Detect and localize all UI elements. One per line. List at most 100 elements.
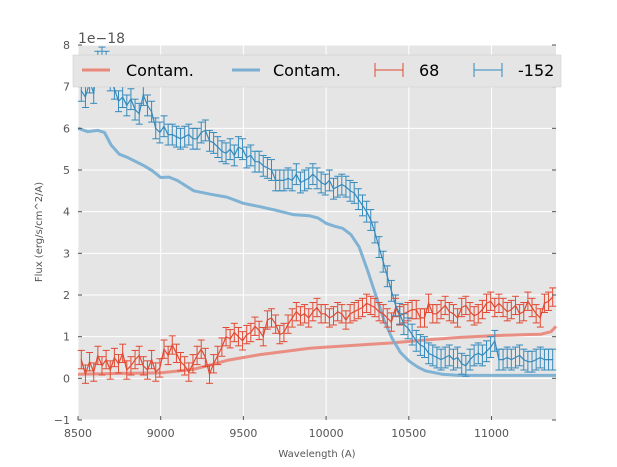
data-point	[287, 323, 289, 325]
data-point	[155, 371, 157, 373]
y-tick-label: 7	[63, 81, 70, 94]
data-point	[254, 161, 256, 163]
data-point	[345, 186, 347, 188]
data-point	[192, 138, 194, 140]
data-point	[179, 138, 182, 140]
data-point	[221, 150, 223, 152]
data-point	[196, 138, 198, 140]
data-point	[436, 313, 438, 315]
data-point	[283, 179, 285, 182]
data-point	[452, 313, 455, 315]
data-point	[394, 304, 397, 307]
data-point	[262, 165, 264, 167]
data-point	[361, 306, 364, 309]
data-point	[303, 313, 306, 315]
data-point	[303, 179, 306, 182]
data-point	[146, 369, 149, 371]
data-point	[477, 313, 479, 315]
data-point	[390, 321, 393, 323]
data-point	[151, 111, 153, 113]
data-point	[519, 313, 521, 315]
data-point	[167, 133, 169, 136]
data-point	[159, 367, 161, 369]
series-layer	[77, 46, 558, 384]
data-point	[138, 354, 140, 357]
data-point	[341, 313, 343, 315]
data-point	[250, 331, 252, 334]
data-point	[539, 356, 541, 359]
data-point	[229, 148, 231, 150]
data-point	[308, 177, 310, 179]
data-point	[519, 354, 521, 357]
data-point	[485, 350, 488, 352]
data-point	[527, 361, 529, 363]
data-point	[84, 373, 87, 375]
data-point	[246, 333, 248, 336]
data-point	[225, 336, 227, 338]
plot-background	[78, 45, 556, 420]
data-point	[415, 308, 417, 311]
data-point	[436, 356, 438, 359]
data-point	[456, 317, 459, 319]
data-point	[229, 338, 231, 340]
legend-label: 68	[419, 61, 439, 80]
data-point	[353, 311, 355, 313]
data-point	[142, 94, 144, 96]
data-point	[134, 108, 136, 111]
data-point	[461, 363, 463, 365]
series-3	[77, 46, 557, 377]
data-point	[370, 219, 372, 221]
data-point	[510, 308, 512, 311]
x-axis: 8500 9000 9500 10000 10500 11000	[64, 416, 509, 440]
data-point	[415, 340, 417, 342]
data-point	[514, 304, 517, 307]
data-point	[448, 354, 450, 357]
data-point	[523, 358, 525, 361]
data-point	[275, 179, 277, 182]
y-tick-label: 0	[63, 372, 70, 385]
legend-label: Contam.	[126, 61, 194, 80]
data-point	[440, 308, 442, 311]
data-point	[237, 336, 240, 338]
data-point	[469, 311, 471, 313]
data-point	[151, 358, 153, 361]
data-point	[258, 329, 260, 332]
data-point	[184, 136, 186, 138]
data-point	[146, 104, 149, 107]
data-point	[370, 304, 372, 307]
data-point	[502, 358, 504, 361]
data-point	[316, 177, 318, 179]
data-point	[266, 319, 268, 321]
data-point	[444, 304, 446, 307]
data-point	[419, 317, 421, 319]
data-point	[531, 306, 533, 309]
data-point	[357, 308, 359, 311]
data-point	[374, 231, 376, 234]
data-point	[233, 154, 235, 157]
data-point	[403, 323, 405, 325]
data-point	[283, 331, 285, 334]
data-point	[208, 140, 211, 142]
data-point	[279, 333, 281, 336]
data-point	[204, 356, 206, 359]
data-point	[473, 354, 475, 357]
data-point	[163, 125, 165, 127]
data-point	[444, 356, 446, 359]
data-point	[332, 188, 335, 190]
data-point	[407, 311, 409, 313]
y-tick-label: 4	[63, 206, 70, 219]
series-1	[77, 126, 556, 377]
data-point	[432, 313, 434, 315]
data-point	[465, 304, 467, 307]
data-point	[481, 354, 483, 357]
data-point	[366, 302, 368, 304]
data-point	[167, 354, 169, 357]
data-point	[175, 136, 178, 138]
data-point	[295, 173, 297, 175]
data-point	[341, 183, 343, 186]
data-point	[399, 313, 401, 315]
data-point	[126, 104, 128, 107]
data-point	[494, 340, 496, 342]
data-point	[171, 133, 173, 136]
